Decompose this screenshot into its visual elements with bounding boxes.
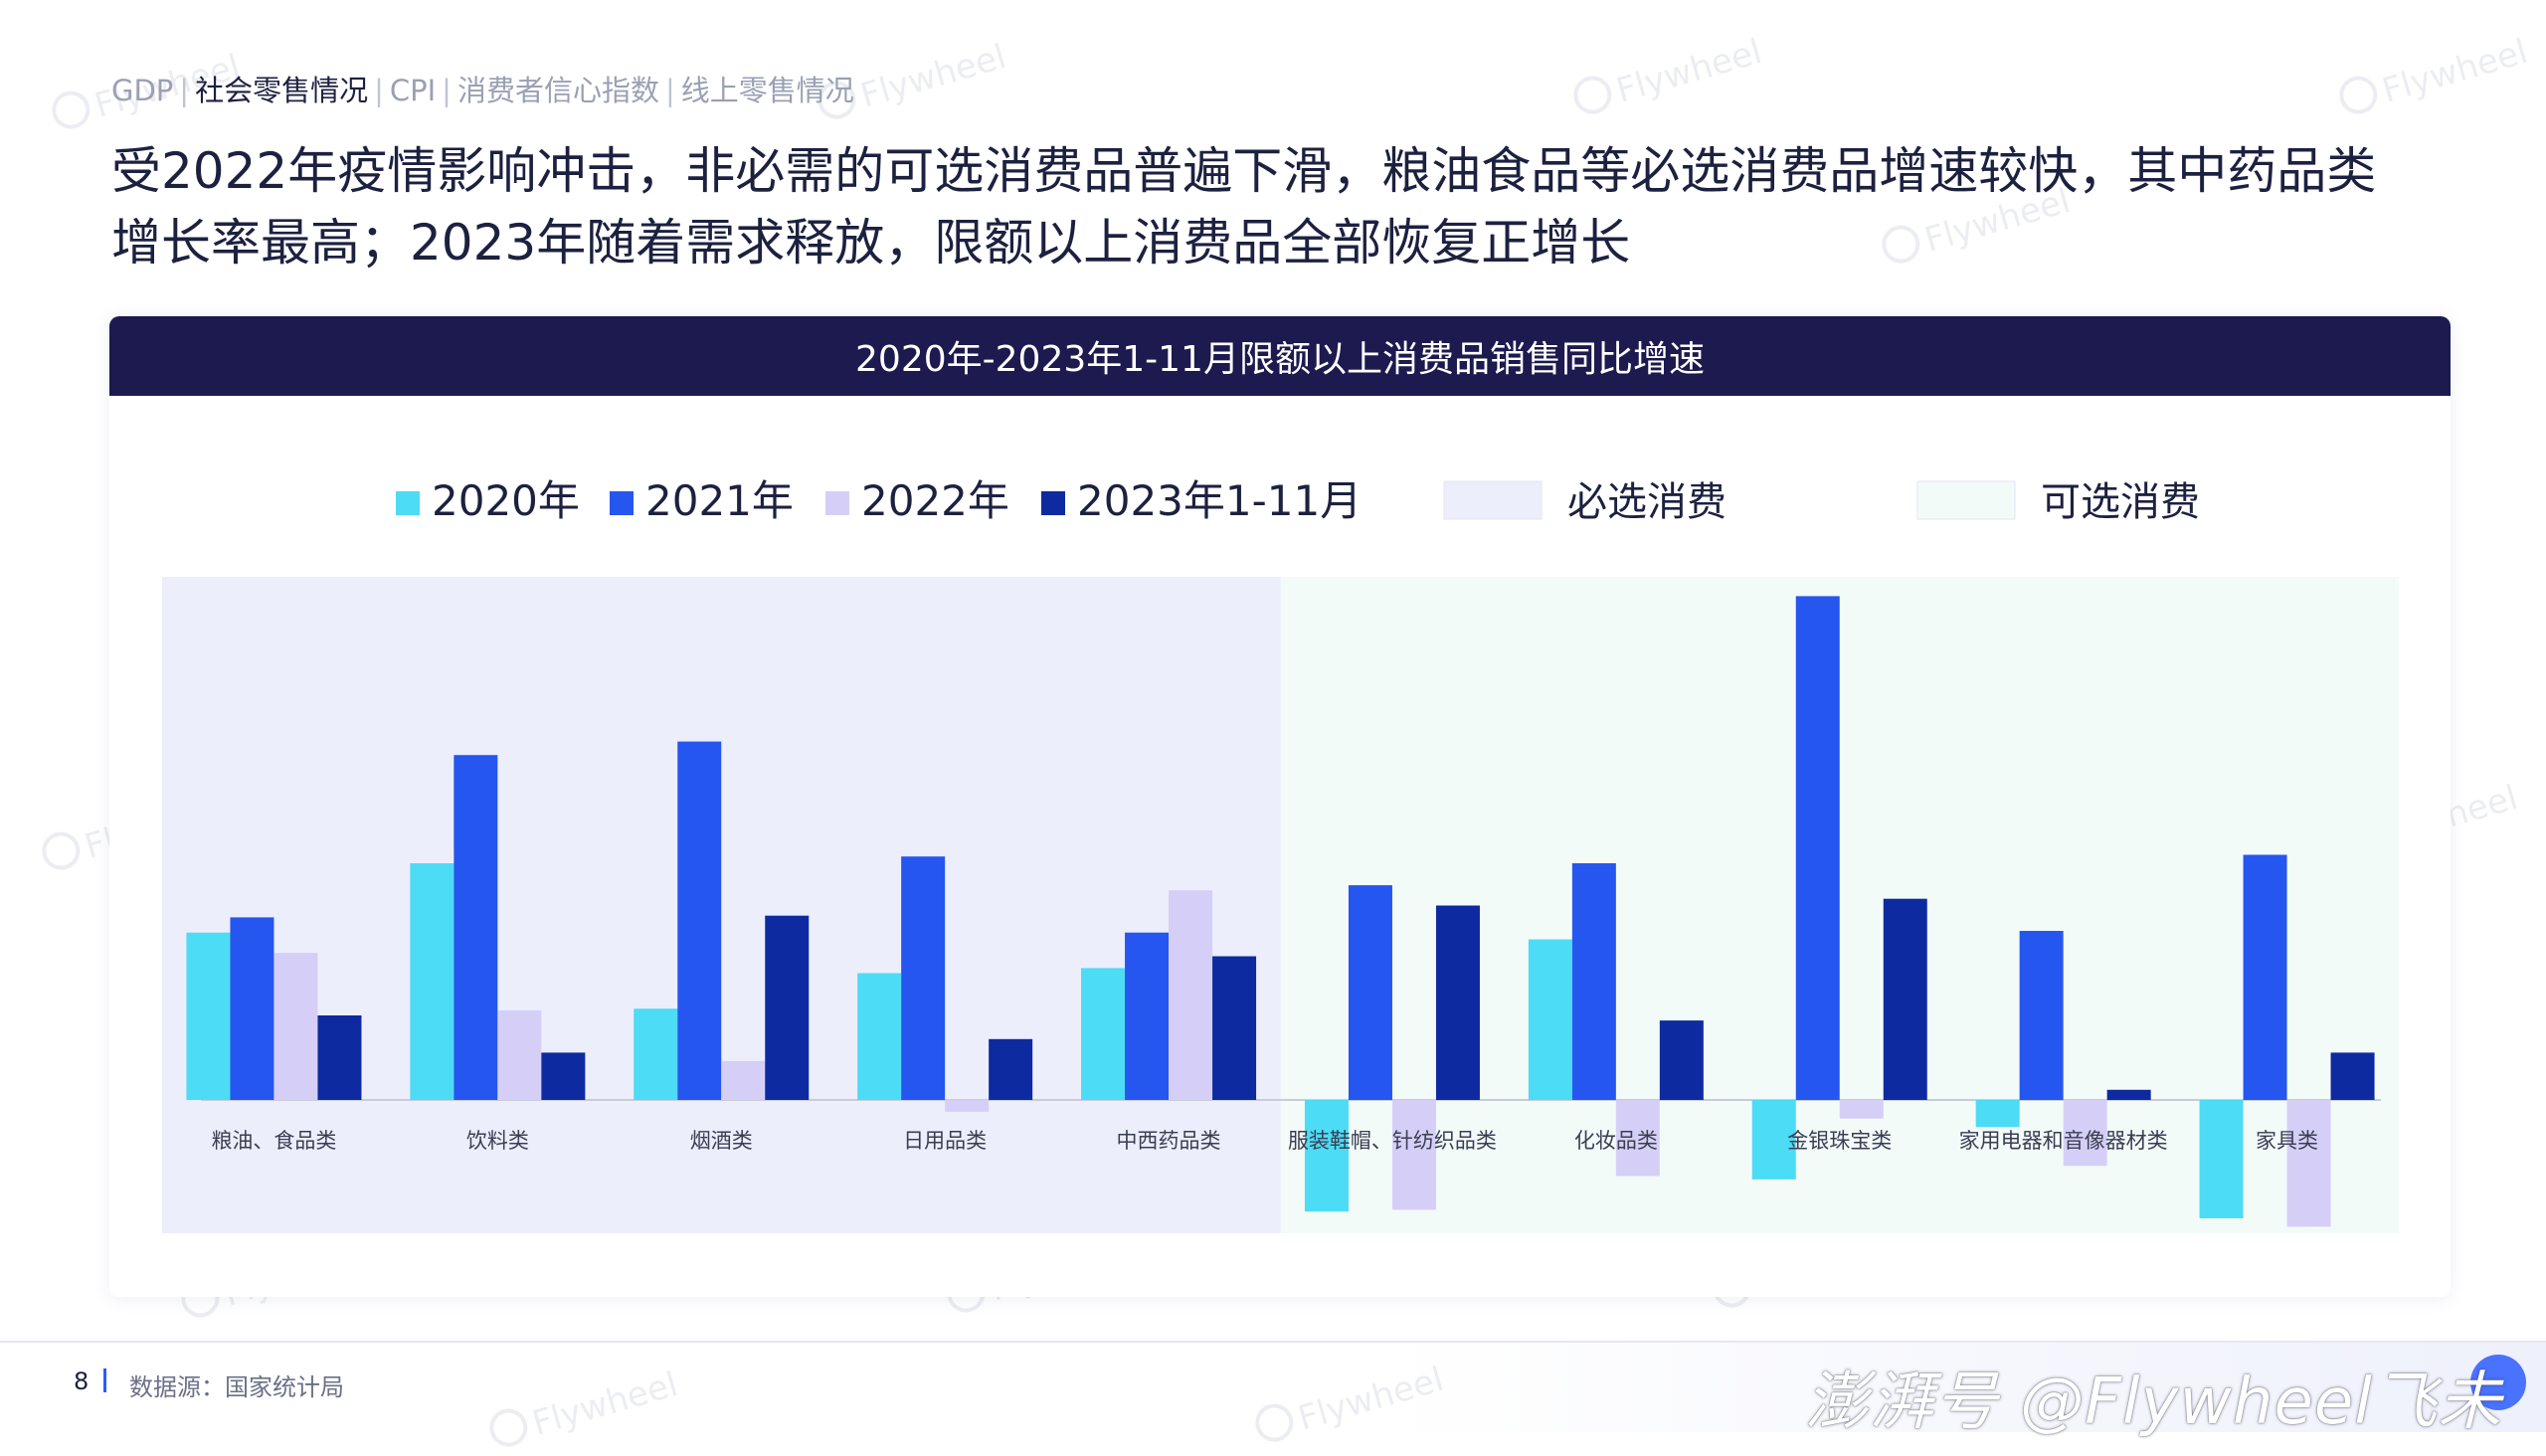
brand-logo-icon — [2470, 1355, 2526, 1410]
legend-label-2: 2021年 — [645, 476, 794, 525]
legend-label-4: 2023年1-11月 — [1077, 476, 1362, 525]
chart-title: 2020年-2023年1-11月限额以上消费品销售同比增速 — [109, 316, 2451, 396]
category-label: 粮油、食品类 — [211, 1129, 336, 1153]
breadcrumb-item-online[interactable]: 线上零售情况 — [680, 74, 854, 107]
bar-2-8[interactable]: 2021年 金银珠宝类: 29.8 — [1795, 596, 1840, 1100]
bar-1-9[interactable]: 2020年 家用电器和音像器材类: -1.6 — [1975, 1100, 2020, 1128]
bar-3-3[interactable]: 2022年 烟酒类: 2.3 — [721, 1060, 766, 1100]
bar-2-10[interactable]: 2021年 家具类: 14.5 — [2243, 854, 2287, 1101]
bar-4-3[interactable]: 2023年1-11月 烟酒类: 10.9 — [765, 915, 810, 1100]
legend-band-swatch-2 — [1916, 480, 2016, 520]
breadcrumb: GDP | 社会零售情况 | CPI | 消费者信心指数 | 线上零售情况 — [111, 68, 854, 109]
legend-band-swatch-1 — [1443, 480, 1543, 520]
legend-label-3: 2022年 — [861, 476, 1009, 525]
bar-3-1[interactable]: 2022年 粮油、食品类: 8.7 — [273, 953, 318, 1100]
bar-2-5[interactable]: 2021年 中西药品类: 9.9 — [1125, 932, 1170, 1100]
bar-4-4[interactable]: 2023年1-11月 日用品类: 3.6 — [989, 1038, 1033, 1100]
chart-card: 2020年 粮油、食品类: 9.9 2020年 饮料类: 14 2020年 烟酒类:… — [109, 316, 2451, 1297]
breadcrumb-separator: | — [179, 74, 190, 107]
bar-1-8[interactable]: 2020年 金银珠宝类: -4.7 — [1751, 1100, 1796, 1180]
footer-divider — [0, 1341, 2546, 1343]
brand-watermark: 澎湃号 @Flywheel飞未 — [1804, 1365, 2502, 1439]
category-label: 家用电器和音像器材类 — [1959, 1129, 2168, 1153]
bar-3-7[interactable]: 2022年 化妆品类: -4.5 — [1615, 1100, 1660, 1177]
bar-3-5[interactable]: 2022年 中西药品类: 12.4 — [1169, 890, 1213, 1100]
watermark: Flywheel — [1569, 29, 1766, 123]
bar-1-10[interactable]: 2020年 家具类: -7 — [2199, 1100, 2244, 1218]
bar-3-2[interactable]: 2022年 饮料类: 5.3 — [497, 1009, 542, 1100]
breadcrumb-separator: | — [374, 74, 384, 107]
bar-2-6[interactable]: 2021年 服装鞋帽、针纺织品类: 12.7 — [1348, 885, 1392, 1100]
bar-4-1[interactable]: 2023年1-11月 粮油、食品类: 5 — [317, 1015, 362, 1100]
bar-2-2[interactable]: 2021年 饮料类: 20.4 — [454, 755, 498, 1100]
category-label: 烟酒类 — [690, 1129, 753, 1153]
category-label: 饮料类 — [466, 1129, 529, 1153]
bar-2-1[interactable]: 2021年 粮油、食品类: 10.8 — [230, 917, 274, 1100]
page-headline: 受2022年疫情影响冲击，非必需的可选消费品普遍下滑，粮油食品等必选消费品增速较… — [111, 135, 2429, 278]
bar-4-7[interactable]: 2023年1-11月 化妆品类: 4.7 — [1659, 1020, 1704, 1100]
breadcrumb-separator: | — [664, 74, 675, 107]
breadcrumb-item-cpi[interactable]: CPI — [389, 74, 437, 107]
legend-band-label-1: 必选消费 — [1567, 479, 1727, 525]
breadcrumb-item-gdp[interactable]: GDP — [111, 74, 174, 107]
page-number: 8 — [74, 1367, 90, 1395]
breadcrumb-item-confidence[interactable]: 消费者信心指数 — [456, 74, 659, 107]
bar-4-5[interactable]: 2023年1-11月 中西药品类: 8.5 — [1212, 956, 1257, 1101]
watermark: Flywheel — [485, 1362, 682, 1456]
bar-1-5[interactable]: 2020年 中西药品类: 7.8 — [1081, 968, 1126, 1100]
bar-1-6[interactable]: 2020年 服装鞋帽、针纺织品类: -6.6 — [1304, 1100, 1349, 1212]
category-label: 服装鞋帽、针纺织品类 — [1288, 1129, 1497, 1153]
bar-3-4[interactable]: 2022年 日用品类: -0.7 — [945, 1100, 990, 1112]
watermark: Flywheel — [2335, 29, 2532, 123]
bar-1-3[interactable]: 2020年 烟酒类: 5.4 — [634, 1008, 678, 1100]
bar-1-7[interactable]: 2020年 化妆品类: 9.5 — [1528, 939, 1572, 1101]
bar-1-4[interactable]: 2020年 日用品类: 7.5 — [857, 973, 902, 1101]
bar-3-9[interactable]: 2022年 家用电器和音像器材类: -3.9 — [2063, 1100, 2107, 1167]
bar-3-6[interactable]: 2022年 服装鞋帽、针纺织品类: -6.5 — [1391, 1100, 1436, 1210]
bar-4-9[interactable]: 2023年1-11月 家用电器和音像器材类: 0.6 — [2106, 1089, 2151, 1100]
category-label: 中西药品类 — [1117, 1129, 1221, 1153]
bar-1-2[interactable]: 2020年 饮料类: 14 — [410, 863, 455, 1100]
legend-swatch-1 — [396, 491, 420, 515]
category-label: 化妆品类 — [1574, 1129, 1658, 1153]
bar-3-8[interactable]: 2022年 金银珠宝类: -1.1 — [1839, 1100, 1884, 1119]
category-label: 日用品类 — [903, 1129, 987, 1153]
bar-4-8[interactable]: 2023年1-11月 金银珠宝类: 11.9 — [1883, 898, 1927, 1100]
footer-gradient — [1392, 1343, 2546, 1432]
bar-2-7[interactable]: 2021年 化妆品类: 14 — [1571, 863, 1616, 1100]
bar-2-3[interactable]: 2021年 烟酒类: 21.2 — [677, 741, 722, 1100]
legend-swatch-4 — [1041, 491, 1065, 515]
bar-4-10[interactable]: 2023年1-11月 家具类: 2.8 — [2330, 1052, 2375, 1100]
bar-2-4[interactable]: 2021年 日用品类: 14.4 — [901, 856, 946, 1100]
category-label: 金银珠宝类 — [1787, 1129, 1892, 1153]
legend-swatch-3 — [825, 491, 849, 515]
bar-4-2[interactable]: 2023年1-11月 饮料类: 2.8 — [541, 1052, 586, 1100]
data-source: 数据源：国家统计局 — [129, 1373, 344, 1401]
legend-label-1: 2020年 — [432, 476, 580, 525]
category-label: 家具类 — [2256, 1129, 2318, 1153]
bar-4-6[interactable]: 2023年1-11月 服装鞋帽、针纺织品类: 11.5 — [1435, 905, 1480, 1101]
bar-1-1[interactable]: 2020年 粮油、食品类: 9.9 — [186, 932, 231, 1100]
bar-3-10[interactable]: 2022年 家具类: -7.5 — [2286, 1100, 2331, 1227]
bar-2-9[interactable]: 2021年 家用电器和音像器材类: 10 — [2019, 931, 2064, 1100]
headline-line-2: 增长率最高；2023年随着需求释放，限额以上消费品全部恢复正增长 — [111, 214, 1631, 272]
chart-canvas: 2020年 粮油、食品类: 9.9 2020年 饮料类: 14 2020年 烟酒类:… — [162, 476, 2399, 1233]
page-number-divider — [103, 1368, 106, 1392]
breadcrumb-item-retail[interactable]: 社会零售情况 — [195, 74, 369, 107]
legend-band-label-2: 可选消费 — [2041, 479, 2200, 525]
headline-line-1: 受2022年疫情影响冲击，非必需的可选消费品普遍下滑，粮油食品等必选消费品增速较… — [111, 142, 2377, 200]
breadcrumb-separator: | — [442, 74, 452, 107]
legend-swatch-2 — [610, 491, 634, 515]
